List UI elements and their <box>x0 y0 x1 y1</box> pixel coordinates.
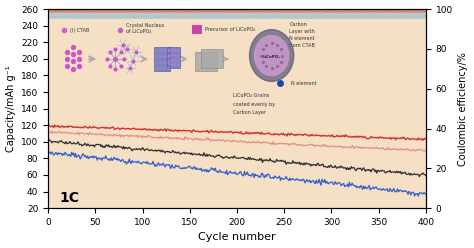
Y-axis label: Capacity/mAh g⁻¹: Capacity/mAh g⁻¹ <box>6 65 16 152</box>
Text: 1C: 1C <box>59 190 80 205</box>
Y-axis label: Coulombic efficiency/%: Coulombic efficiency/% <box>458 52 468 166</box>
X-axis label: Cycle number: Cycle number <box>198 232 276 243</box>
